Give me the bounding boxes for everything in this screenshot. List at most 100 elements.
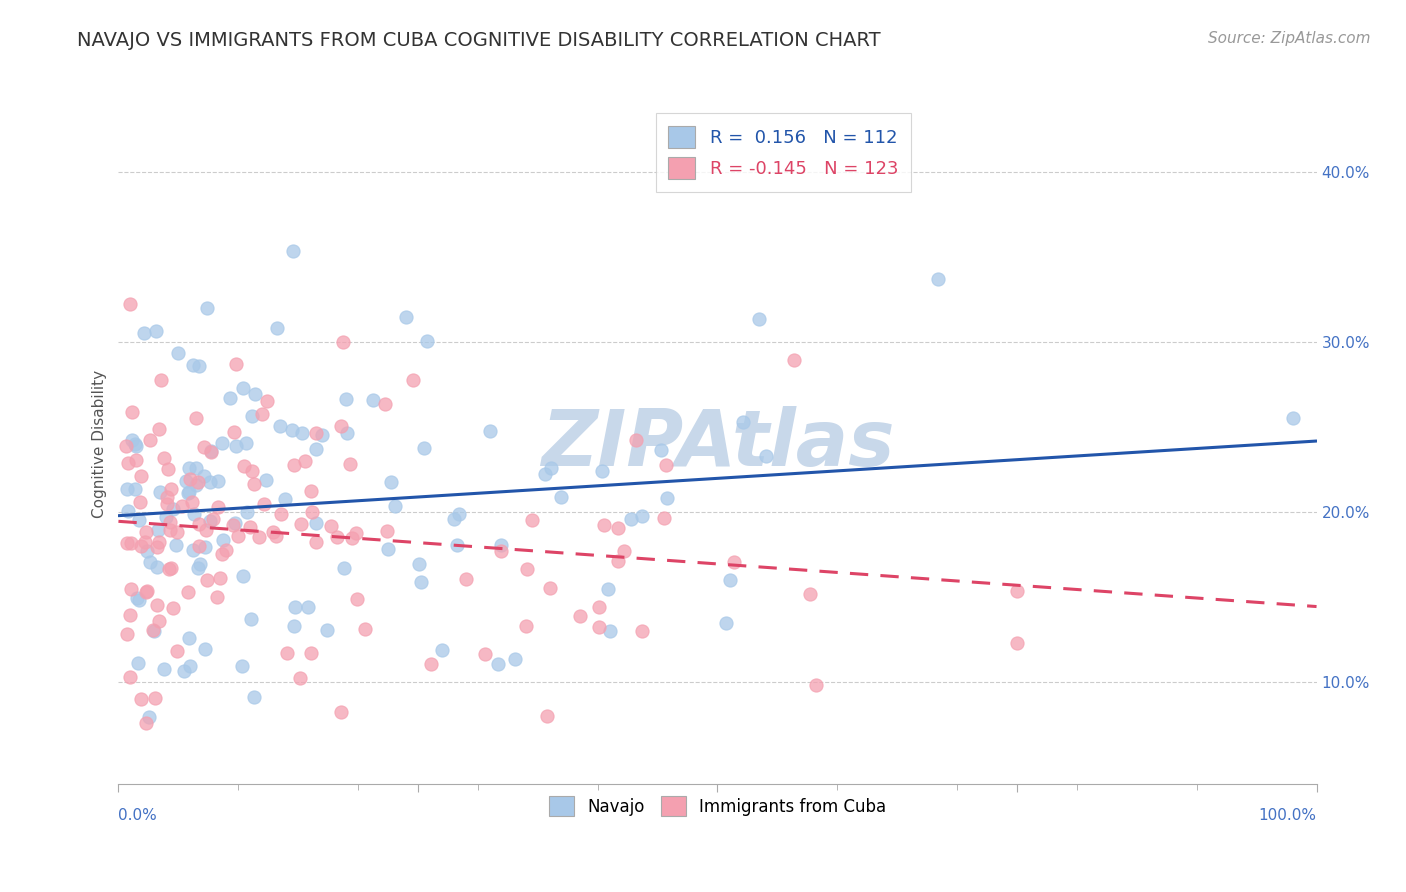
- Point: [146, 523, 169, 537]
- Point: [156, 491, 179, 505]
- Point: [408, 558, 430, 572]
- Point: [166, 643, 188, 657]
- Point: [607, 521, 630, 535]
- Point: [149, 485, 172, 500]
- Point: [249, 530, 271, 544]
- Point: [115, 482, 138, 496]
- Point: [180, 495, 202, 509]
- Point: [143, 691, 166, 706]
- Point: [127, 657, 149, 671]
- Point: [218, 391, 240, 405]
- Point: [149, 374, 172, 388]
- Point: [402, 373, 425, 387]
- Point: [269, 419, 291, 434]
- Y-axis label: Cognitive Disability: Cognitive Disability: [93, 370, 107, 518]
- Point: [205, 590, 228, 604]
- Point: [304, 425, 326, 440]
- Point: [288, 671, 311, 685]
- Point: [120, 608, 142, 623]
- Point: [330, 705, 353, 719]
- Point: [446, 538, 468, 552]
- Point: [415, 334, 437, 348]
- Point: [344, 525, 367, 540]
- Point: [413, 442, 436, 456]
- Point: [321, 519, 343, 533]
- Point: [179, 472, 201, 486]
- Point: [139, 434, 162, 448]
- Point: [599, 624, 621, 638]
- Point: [135, 525, 157, 540]
- Point: [540, 461, 562, 475]
- Point: [419, 657, 441, 671]
- Point: [733, 415, 755, 429]
- Point: [200, 445, 222, 459]
- Point: [591, 464, 613, 478]
- Point: [377, 542, 399, 557]
- Point: [200, 443, 222, 458]
- Point: [179, 460, 201, 475]
- Point: [162, 600, 184, 615]
- Point: [297, 599, 319, 614]
- Point: [195, 574, 218, 588]
- Point: [148, 535, 170, 549]
- Point: [748, 311, 770, 326]
- Point: [186, 411, 208, 425]
- Point: [117, 456, 139, 470]
- Point: [165, 538, 187, 552]
- Point: [588, 599, 610, 614]
- Point: [138, 709, 160, 723]
- Text: ZIPAtlas: ZIPAtlas: [541, 406, 894, 482]
- Point: [187, 561, 209, 575]
- Point: [208, 571, 231, 585]
- Point: [409, 574, 432, 589]
- Point: [361, 392, 384, 407]
- Point: [239, 612, 262, 626]
- Point: [207, 475, 229, 489]
- Point: [264, 529, 287, 543]
- Point: [121, 405, 143, 419]
- Point: [311, 428, 333, 442]
- Point: [194, 641, 217, 656]
- Point: [447, 507, 470, 521]
- Point: [143, 624, 166, 639]
- Point: [124, 482, 146, 496]
- Point: [329, 419, 352, 434]
- Point: [325, 530, 347, 544]
- Point: [1005, 584, 1028, 599]
- Point: [630, 624, 652, 638]
- Point: [294, 454, 316, 468]
- Point: [235, 435, 257, 450]
- Point: [120, 296, 142, 310]
- Point: [283, 458, 305, 473]
- Point: [336, 426, 359, 441]
- Point: [193, 440, 215, 454]
- Point: [173, 664, 195, 678]
- Point: [117, 503, 139, 517]
- Point: [232, 381, 254, 395]
- Point: [375, 524, 398, 538]
- Point: [226, 529, 249, 543]
- Point: [654, 510, 676, 524]
- Point: [714, 616, 737, 631]
- Point: [128, 513, 150, 527]
- Point: [755, 449, 778, 463]
- Point: [198, 475, 221, 490]
- Point: [516, 562, 538, 576]
- Point: [221, 517, 243, 532]
- Point: [224, 425, 246, 439]
- Point: [146, 599, 169, 613]
- Point: [384, 499, 406, 513]
- Point: [240, 464, 263, 478]
- Point: [193, 468, 215, 483]
- Point: [253, 497, 276, 511]
- Point: [335, 392, 357, 406]
- Point: [240, 409, 263, 423]
- Point: [179, 632, 201, 646]
- Point: [181, 543, 204, 558]
- Point: [142, 623, 165, 637]
- Point: [588, 620, 610, 634]
- Point: [332, 334, 354, 349]
- Point: [723, 555, 745, 569]
- Point: [650, 443, 672, 458]
- Point: [181, 359, 204, 373]
